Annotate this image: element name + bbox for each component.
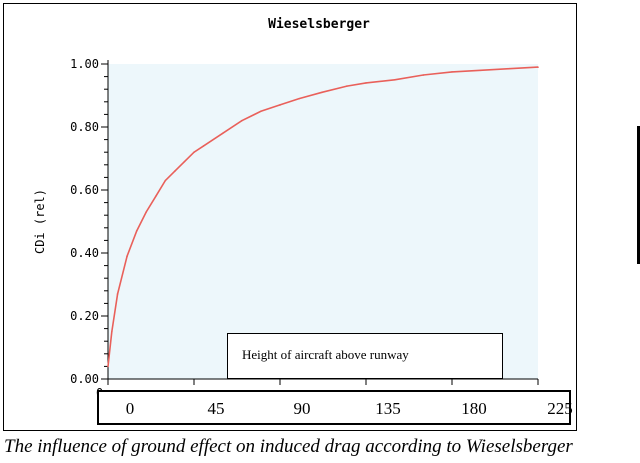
data-point xyxy=(508,67,511,70)
series-group xyxy=(107,66,539,368)
side-bracket xyxy=(637,126,640,264)
data-point xyxy=(107,365,109,368)
chart-frame: Wieselsberger 0.00 0.20 0.40 0.60 0.80 1.00 C… xyxy=(3,3,577,431)
x-tick-label: 0 xyxy=(125,399,135,418)
x-axis xyxy=(107,378,539,385)
y-tick-label: 1.00 xyxy=(70,57,99,71)
data-point xyxy=(111,330,113,333)
y-axis: 0.00 0.20 0.40 0.60 0.80 1.00 xyxy=(70,57,109,386)
y-axis-label: CDi (rel) xyxy=(33,189,47,254)
data-point xyxy=(260,110,262,113)
x-tick-label: 180 xyxy=(461,399,487,418)
data-point xyxy=(174,170,176,172)
data-point xyxy=(479,69,482,72)
x-tick-label: 225 xyxy=(547,399,573,418)
data-point xyxy=(279,104,281,106)
figure-caption: The influence of ground effect on induce… xyxy=(4,436,573,457)
data-point xyxy=(240,119,243,122)
x-tick-label: 90 xyxy=(293,399,311,418)
data-point xyxy=(346,85,348,87)
y-tick-label: 0.00 xyxy=(70,372,99,386)
data-point xyxy=(221,132,224,135)
chart-title: Wieselsberger xyxy=(268,17,370,32)
data-point xyxy=(183,160,186,163)
data-point xyxy=(164,179,167,182)
x-tick-label: 45 xyxy=(207,399,225,418)
y-tick-label: 0.80 xyxy=(70,120,99,134)
x-tick-label-box: 0 45 90 135 180 225 xyxy=(97,390,573,425)
data-point xyxy=(135,230,138,232)
x-tick-label: 135 xyxy=(375,399,401,418)
data-point xyxy=(126,255,128,257)
data-point xyxy=(145,211,148,213)
data-point xyxy=(193,151,195,153)
series-line xyxy=(107,66,539,367)
data-point xyxy=(202,145,205,147)
data-point xyxy=(451,71,453,73)
data-point xyxy=(116,293,119,295)
x-axis-label: Height of aircraft above runway xyxy=(227,333,503,379)
y-tick-label: 0.60 xyxy=(70,183,99,197)
data-point xyxy=(321,91,323,94)
data-point xyxy=(298,97,300,100)
chart-svg: Wieselsberger 0.00 0.20 0.40 0.60 0.80 1.00 C… xyxy=(33,17,539,400)
data-point xyxy=(537,66,539,68)
y-tick-label: 0.20 xyxy=(70,309,99,323)
data-point xyxy=(393,78,396,81)
plot-area xyxy=(108,64,538,379)
data-point xyxy=(365,82,367,84)
y-tick-label: 0.40 xyxy=(70,246,99,260)
data-point xyxy=(422,74,425,76)
data-point xyxy=(154,195,157,198)
